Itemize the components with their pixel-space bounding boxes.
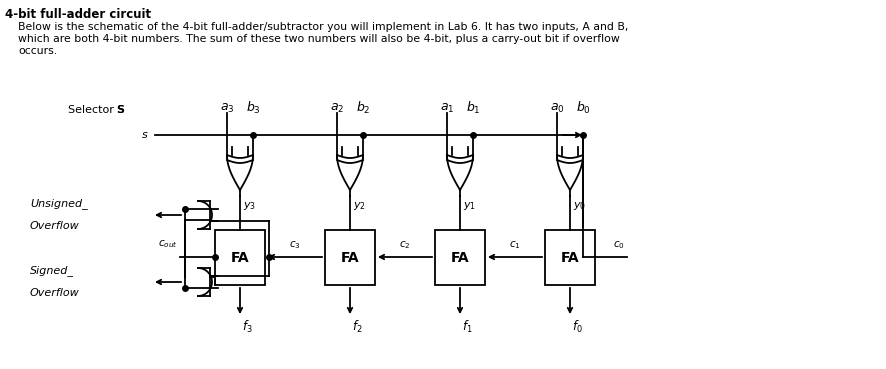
Text: $y_1$: $y_1$ — [463, 200, 476, 212]
Text: FA: FA — [451, 251, 470, 265]
Text: $b_1$: $b_1$ — [466, 100, 480, 116]
Text: Signed_: Signed_ — [30, 265, 74, 276]
Bar — [325, 230, 375, 285]
Text: $y_0$: $y_0$ — [573, 200, 587, 212]
Text: $f_0$: $f_0$ — [572, 319, 583, 335]
Text: S: S — [116, 105, 124, 115]
Text: $a_2$: $a_2$ — [330, 101, 344, 114]
Text: $f_2$: $f_2$ — [352, 319, 362, 335]
Text: FA: FA — [341, 251, 360, 265]
Text: which are both 4-bit numbers. The sum of these two numbers will also be 4-bit, p: which are both 4-bit numbers. The sum of… — [18, 34, 619, 44]
Text: $b_3$: $b_3$ — [245, 100, 260, 116]
Text: FA: FA — [230, 251, 249, 265]
Text: $c_1$: $c_1$ — [509, 239, 521, 251]
Text: Overflow: Overflow — [30, 221, 80, 231]
Text: $c_0$: $c_0$ — [613, 239, 625, 251]
Text: $a_3$: $a_3$ — [220, 101, 234, 114]
Text: occurs.: occurs. — [18, 46, 57, 56]
Text: $c_3$: $c_3$ — [289, 239, 301, 251]
Text: $c_2$: $c_2$ — [400, 239, 411, 251]
Text: $f_3$: $f_3$ — [242, 319, 253, 335]
Text: Overflow: Overflow — [30, 288, 80, 298]
Text: $f_1$: $f_1$ — [462, 319, 472, 335]
Text: FA: FA — [561, 251, 579, 265]
Text: $y_3$: $y_3$ — [243, 200, 256, 212]
Text: $a_0$: $a_0$ — [549, 101, 564, 114]
Text: $b_2$: $b_2$ — [355, 100, 370, 116]
Text: $y_2$: $y_2$ — [353, 200, 366, 212]
Text: Selector S: Selector S — [68, 105, 125, 115]
Bar — [435, 230, 485, 285]
Bar — [215, 230, 265, 285]
Text: Below is the schematic of the 4-bit full-adder/subtractor you will implement in : Below is the schematic of the 4-bit full… — [18, 22, 628, 32]
Text: Unsigned_: Unsigned_ — [30, 198, 88, 209]
Bar — [545, 230, 595, 285]
Text: 4-bit full-adder circuit: 4-bit full-adder circuit — [5, 8, 152, 21]
Text: $b_0$: $b_0$ — [576, 100, 590, 116]
Text: $c_{out}$: $c_{out}$ — [159, 238, 178, 250]
Text: $a_1$: $a_1$ — [439, 101, 455, 114]
Text: $s$: $s$ — [142, 130, 149, 140]
